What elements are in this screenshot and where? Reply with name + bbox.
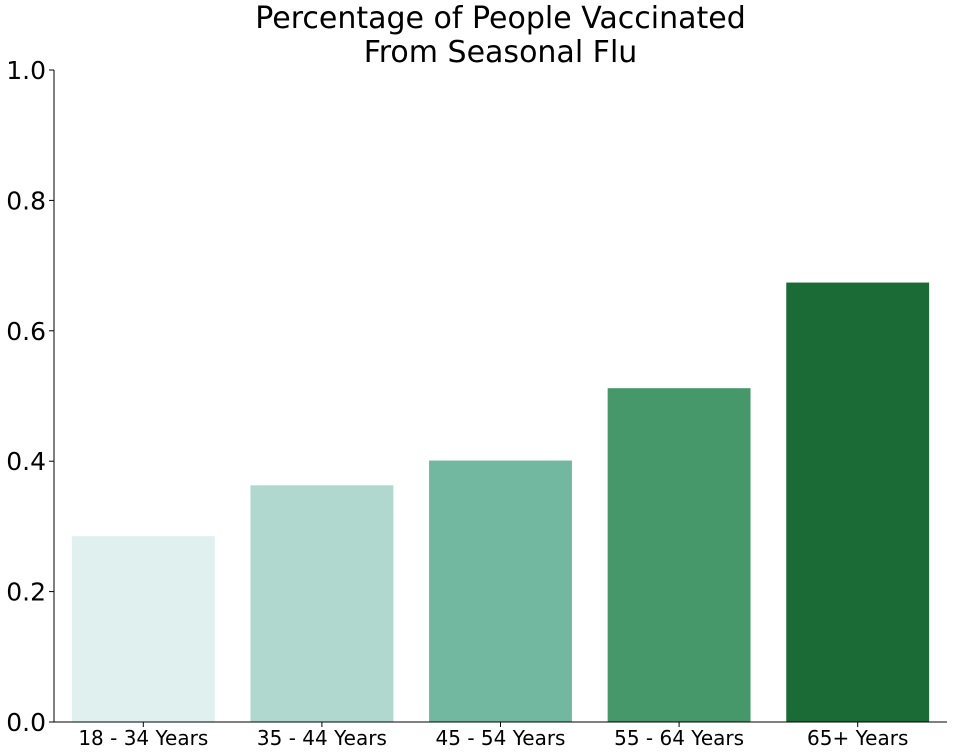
bar-0 [71,536,215,722]
x-tick-label-3: 55 - 64 Years [614,726,744,750]
bar-1 [250,485,394,722]
y-tick-label-5: 1.0 [6,56,46,85]
y-tick-label-0: 0.0 [6,708,46,737]
chart-title: Percentage of People Vaccinated From Sea… [54,2,947,70]
bar-4 [786,282,930,722]
y-tick-label-4: 0.8 [6,186,46,215]
x-tick-label-2: 45 - 54 Years [436,726,566,750]
bars-group [71,282,930,722]
chart-title-line-2: From Seasonal Flu [363,35,638,70]
x-axis-ticks: 18 - 34 Years 35 - 44 Years 45 - 54 Years 5… [78,722,908,750]
y-tick-label-1: 0.2 [6,578,46,607]
x-tick-label-4: 65+ Years [807,726,908,750]
y-tick-label-2: 0.4 [6,447,46,476]
y-tick-label-3: 0.6 [6,317,46,346]
bar-3 [607,388,751,722]
bar-2 [429,460,572,722]
x-tick-label-0: 18 - 34 Years [78,726,208,750]
x-tick-label-1: 35 - 44 Years [257,726,387,750]
chart-title-line-1: Percentage of People Vaccinated [255,1,746,36]
y-axis-ticks: 0.0 0.2 0.4 0.6 0.8 1.0 [6,56,54,737]
